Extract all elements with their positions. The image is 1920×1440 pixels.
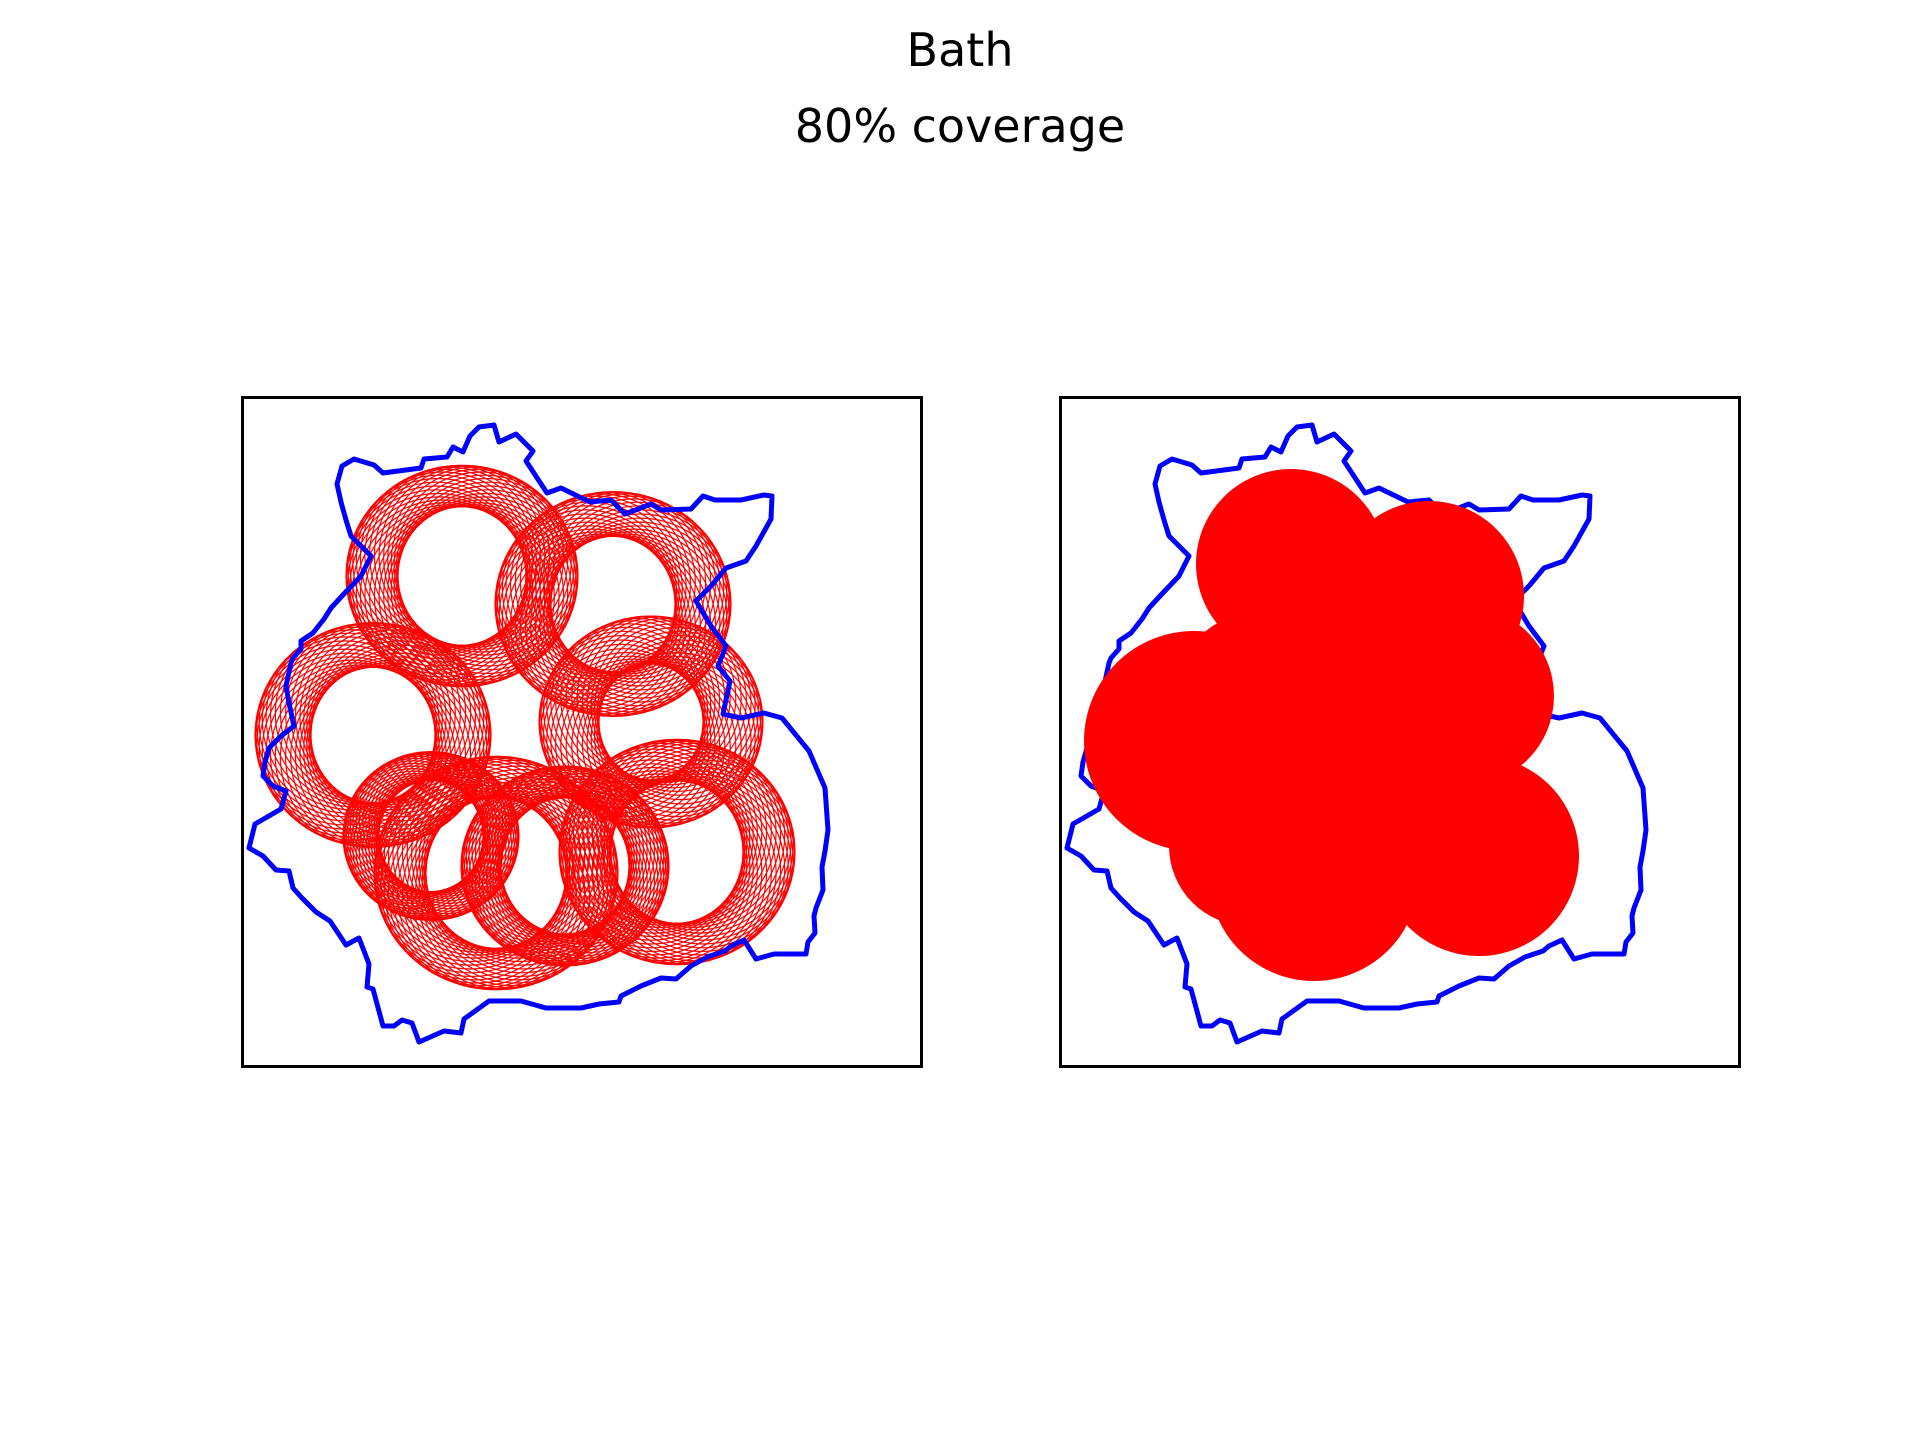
coverage-circle (345, 757, 487, 899)
coverage-circle (497, 773, 667, 943)
coverage-circle (501, 498, 683, 680)
coverage-circle (543, 498, 725, 680)
coverage-circle (474, 796, 645, 966)
coverage-circle (411, 757, 605, 951)
coverage-fill-circle (1169, 766, 1329, 926)
coverage-circle (565, 745, 751, 931)
coverage-circle (546, 501, 728, 683)
coverage-circle (309, 640, 492, 822)
coverage-circle (534, 533, 717, 715)
coverage-circle (597, 635, 764, 801)
coverage-circle (421, 765, 615, 959)
map-panel-left (241, 396, 923, 1068)
region-boundary (246, 422, 831, 1045)
coverage-circle (377, 760, 519, 902)
map-panel-right (1059, 396, 1741, 1068)
coverage-circle (393, 474, 575, 656)
figure-subtitle: 80% coverage (794, 99, 1126, 153)
coverage-circle (591, 739, 777, 925)
coverage-circle (543, 528, 725, 710)
coverage-circle (600, 742, 786, 928)
coverage-circle (461, 775, 631, 945)
coverage-circle (261, 629, 443, 811)
coverage-circle (395, 477, 577, 660)
coverage-circle (368, 752, 510, 894)
coverage-circle (378, 762, 520, 904)
coverage-circle (568, 776, 754, 962)
coverage-circle (352, 778, 494, 920)
coverage-circle (501, 528, 683, 710)
coverage-fill-circle (1309, 706, 1529, 926)
axes-frame (241, 396, 923, 1068)
coverage-circle (425, 772, 619, 966)
coverage-circle (371, 753, 513, 896)
coverage-circle (397, 481, 579, 663)
coverage-circle (306, 632, 488, 814)
coverage-circle (294, 624, 477, 806)
coverage-circle (558, 755, 744, 941)
coverage-circle (299, 626, 481, 808)
axes-frame (1059, 396, 1741, 1068)
coverage-circle (375, 757, 517, 899)
coverage-circle (562, 748, 748, 934)
coverage-circle (586, 620, 752, 786)
coverage-circle (373, 755, 515, 897)
coverage-circle (371, 776, 513, 919)
coverage-circle (365, 751, 507, 893)
figure-title: Bath (906, 23, 1014, 77)
coverage-circle (494, 509, 677, 691)
coverage-area-filled (1084, 469, 1579, 981)
coverage-circles-outline (254, 464, 796, 991)
coverage-circle (355, 779, 497, 921)
coverage-circle (349, 753, 491, 896)
coverage-circle (606, 748, 792, 934)
coverage-circle (590, 623, 756, 789)
coverage-circle (485, 766, 656, 936)
coverage-circle (608, 751, 794, 938)
coverage-circle (593, 626, 760, 792)
coverage-circle (603, 745, 789, 931)
coverage-circle (390, 471, 572, 653)
figure-title-block: Bath 80% coverage (0, 18, 1920, 158)
coverage-circle (499, 775, 669, 945)
coverage-circle (387, 468, 569, 650)
coverage-circle (596, 740, 782, 926)
coverage-circle (550, 658, 716, 824)
coverage-circle (468, 768, 638, 938)
coverage-circle (349, 776, 491, 919)
coverage-circle (343, 760, 485, 902)
coverage-circle (463, 773, 633, 943)
coverage-circle (610, 755, 796, 941)
coverage-circle (539, 495, 721, 677)
coverage-circle (423, 768, 617, 963)
coverage-circle (509, 493, 692, 675)
